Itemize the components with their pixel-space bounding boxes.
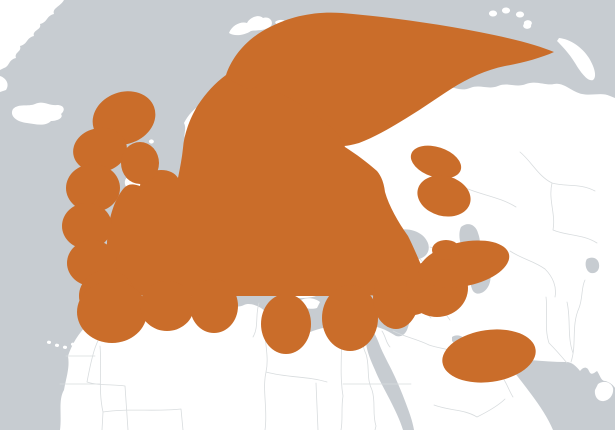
coverage-map-svg: [0, 0, 615, 430]
coverage-map: [0, 0, 615, 430]
